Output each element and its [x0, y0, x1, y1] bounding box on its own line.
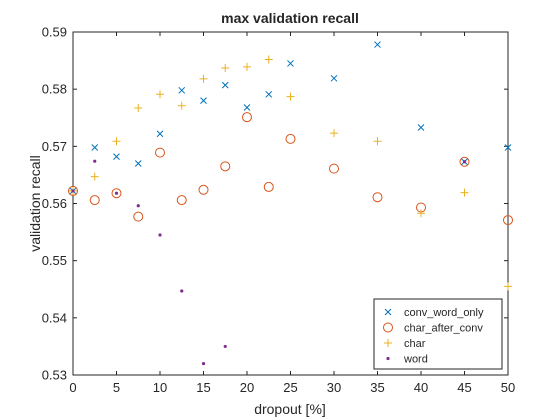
x-tick-label: 30	[327, 380, 341, 395]
data-point	[460, 188, 469, 197]
data-point	[113, 153, 120, 160]
data-point	[90, 172, 99, 181]
x-tick-label: 10	[153, 380, 167, 395]
data-point	[263, 181, 274, 192]
legend-marker	[386, 356, 390, 361]
data-point	[158, 233, 162, 237]
legend-entry: char_after_conv	[383, 322, 483, 335]
y-tick-label: 0.58	[42, 82, 67, 97]
data-point	[503, 215, 513, 226]
x-tick-label: 35	[370, 380, 384, 395]
data-point	[176, 195, 187, 206]
data-point	[136, 204, 140, 208]
data-point	[330, 74, 338, 82]
y-tick-label: 0.59	[42, 25, 67, 40]
data-point	[112, 137, 121, 146]
data-point	[180, 289, 184, 293]
data-point	[133, 211, 144, 222]
data-point	[221, 81, 229, 89]
data-point	[71, 189, 75, 193]
series-char	[69, 55, 512, 291]
data-point	[330, 129, 338, 138]
x-tick-label: 0	[69, 380, 76, 395]
x-tick-label: 45	[457, 380, 471, 395]
data-point	[264, 55, 273, 64]
data-marks	[68, 41, 513, 366]
legend-label: char	[404, 338, 426, 350]
y-tick-label: 0.57	[42, 139, 67, 154]
data-point	[373, 137, 382, 146]
data-point	[177, 101, 186, 110]
data-point	[91, 144, 99, 151]
legend-marker	[384, 339, 392, 347]
data-point	[417, 124, 425, 131]
data-point	[134, 160, 142, 167]
x-tick-label: 20	[240, 380, 254, 395]
y-axis-label: validation recall	[27, 155, 43, 252]
data-point	[286, 92, 295, 101]
data-point	[198, 184, 209, 195]
data-point	[201, 361, 206, 366]
series-char_after_conv	[68, 112, 513, 226]
legend-marker	[383, 322, 393, 333]
legend-box	[373, 298, 503, 370]
data-point	[220, 161, 231, 172]
axes: 0 5 10 15 20 25 30 35 40 45 50 0.53 0.54 0.55 0.56 0.57…	[42, 25, 516, 396]
data-point	[243, 62, 251, 71]
data-point	[265, 90, 273, 98]
y-tick-label: 0.56	[42, 196, 67, 211]
data-point	[223, 344, 227, 349]
data-point	[504, 282, 512, 291]
chart-title: max validation recall	[221, 10, 359, 26]
data-point	[372, 192, 383, 203]
x-axis-label: dropout [%]	[254, 401, 326, 417]
data-point	[462, 160, 467, 164]
data-point	[200, 97, 207, 104]
data-point	[68, 185, 78, 196]
data-point	[242, 112, 252, 123]
legend-label: conv_word_only	[404, 307, 484, 319]
data-point	[134, 104, 143, 113]
series-word	[71, 159, 467, 366]
x-tick-label: 40	[414, 380, 428, 395]
legend-label: word	[403, 354, 428, 366]
data-point	[111, 188, 122, 199]
data-point	[114, 191, 119, 195]
data-point	[155, 147, 165, 158]
x-tick-label: 5	[113, 380, 120, 395]
data-point	[89, 195, 100, 206]
data-point	[156, 130, 164, 138]
legend-entry: word	[386, 354, 428, 366]
data-point	[287, 60, 294, 67]
data-point	[243, 104, 251, 111]
x-tick-label: 50	[501, 380, 515, 395]
legend-entry: conv_word_only	[384, 307, 484, 319]
data-point	[178, 86, 186, 94]
x-tick-label: 15	[196, 380, 210, 395]
y-tick-label: 0.55	[42, 253, 67, 268]
legend-label: char_after_conv	[404, 323, 483, 335]
data-point	[285, 133, 296, 144]
x-tick-label: 25	[283, 380, 297, 395]
legend-marker	[384, 308, 392, 316]
legend-entry: char	[384, 338, 426, 350]
data-point	[374, 41, 381, 48]
data-point	[93, 159, 97, 163]
data-point	[417, 209, 425, 218]
data-point	[199, 74, 208, 83]
data-point	[459, 156, 470, 167]
data-point	[504, 144, 512, 151]
y-tick-label: 0.54	[42, 310, 67, 325]
y-tick-label: 0.53	[42, 368, 67, 383]
data-point	[221, 64, 230, 73]
data-point	[329, 163, 339, 174]
data-point	[156, 90, 164, 99]
